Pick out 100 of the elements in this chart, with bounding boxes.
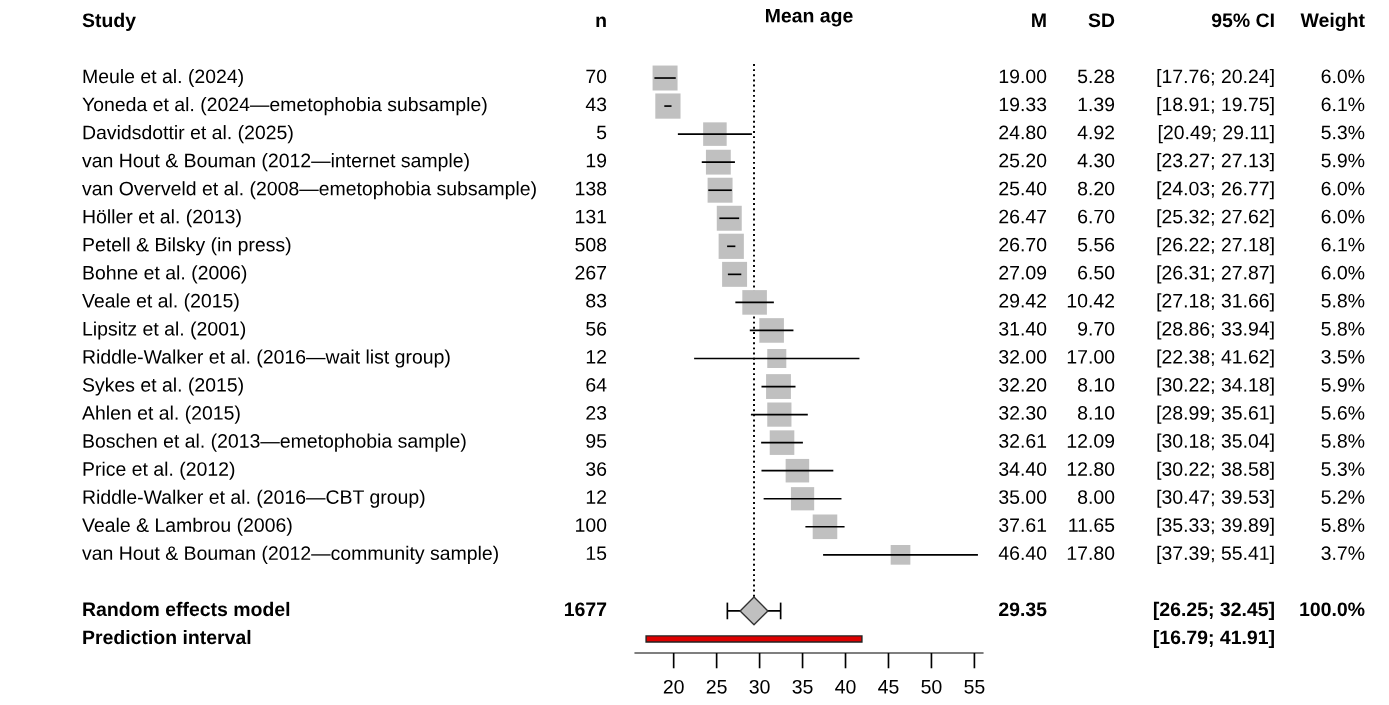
- x-tick-label: 25: [706, 679, 727, 694]
- y-tick-label: Petell & Bilsky (in press): [83, 237, 291, 256]
- text: 8.00: [1078, 490, 1115, 504]
- text: SD: [1088, 13, 1115, 28]
- text: 12.80: [1067, 462, 1115, 476]
- text: 26.47: [999, 209, 1047, 224]
- text: [30.47; 39.53]: [1157, 489, 1274, 508]
- text: 5.6%: [1321, 406, 1365, 420]
- x-tick-label: 50: [921, 679, 942, 694]
- text: [30.22; 38.58]: [1157, 461, 1274, 480]
- text: [26.25; 32.45]: [1153, 601, 1274, 620]
- text: 5.3%: [1321, 462, 1365, 476]
- text: [22.38; 41.62]: [1157, 349, 1274, 368]
- text: 26.70: [999, 237, 1047, 252]
- text: 5.8%: [1321, 434, 1365, 448]
- text: 8.20: [1078, 181, 1115, 196]
- text: 17.80: [1067, 546, 1115, 561]
- text: 1.39: [1078, 97, 1115, 112]
- text: 32.20: [999, 378, 1047, 392]
- text: 6.50: [1078, 265, 1115, 280]
- text: 6.70: [1078, 209, 1115, 224]
- text: 35.00: [999, 490, 1047, 504]
- text: [26.22; 27.18]: [1157, 237, 1274, 256]
- text: [35.33; 39.89]: [1157, 517, 1274, 536]
- y-tick-label: van Overveld et al. (2008—emetophobia subsample): [82, 181, 536, 200]
- text: 43: [585, 97, 607, 112]
- text: 17.00: [1067, 349, 1115, 364]
- text: 36: [586, 462, 607, 476]
- y-tick-label: Boschen et al. (2013—emetophobia sample): [83, 433, 466, 452]
- text: 27.09: [999, 265, 1047, 280]
- text: 10.42: [1067, 293, 1115, 308]
- y-tick-label: Davidsdottir et al. (2025): [83, 125, 293, 144]
- text: 267: [575, 265, 607, 280]
- text: 100.0%: [1300, 602, 1365, 617]
- y-tick-label: Lipsitz et al. (2001): [83, 321, 246, 340]
- text: 25.40: [999, 181, 1047, 196]
- text: 5.56: [1077, 237, 1115, 252]
- text: 32.00: [999, 349, 1047, 364]
- text: 9.70: [1078, 321, 1115, 336]
- text: 25.20: [999, 153, 1047, 168]
- x-tick-label: 40: [835, 679, 856, 694]
- text: 3.7%: [1321, 546, 1365, 561]
- text: 6.0%: [1321, 265, 1365, 280]
- text: 24.80: [999, 125, 1047, 140]
- text: [20.49; 29.11]: [1158, 125, 1274, 144]
- text: [17.76; 20.24]: [1157, 68, 1274, 88]
- text: 15: [586, 546, 607, 561]
- x-tick-label: 20: [663, 679, 684, 694]
- text: 83: [586, 293, 607, 308]
- y-tick-label: van Hout & Bouman (2012—internet sample): [82, 153, 469, 172]
- text: 6.0%: [1321, 209, 1365, 224]
- text: 8.10: [1078, 406, 1115, 420]
- y-tick-label: Prediction interval: [83, 629, 251, 645]
- text: 1677: [564, 602, 607, 617]
- y-tick-label: Random effects model: [83, 601, 290, 617]
- text: 29.35: [999, 602, 1047, 617]
- text: 131: [576, 209, 607, 224]
- text: 6.1%: [1321, 97, 1365, 112]
- text: [26.31; 27.87]: [1157, 265, 1274, 284]
- text: 32.30: [999, 406, 1047, 420]
- text: [23.27; 27.13]: [1157, 153, 1274, 172]
- text: 5.9%: [1321, 153, 1365, 168]
- text: 3.5%: [1321, 349, 1365, 364]
- text: 508: [575, 237, 607, 252]
- text: [28.99; 35.61]: [1157, 405, 1274, 424]
- y-tick-label: Bohne et al. (2006): [83, 265, 247, 284]
- text: 8.10: [1078, 378, 1115, 392]
- text: 31.40: [999, 321, 1047, 336]
- text: Weight: [1300, 12, 1365, 32]
- text: 64: [586, 378, 607, 392]
- text: 5.8%: [1321, 321, 1365, 336]
- y-tick-label: Price et al. (2012): [83, 461, 235, 480]
- text: 95: [586, 434, 607, 448]
- y-tick-label: Höller et al. (2013): [83, 209, 241, 228]
- x-tick-label: 45: [878, 680, 899, 694]
- text: 5.8%: [1321, 293, 1365, 308]
- text: 23: [586, 406, 607, 420]
- y-tick-label: Sykes et al. (2015): [82, 377, 243, 396]
- text: 5.2%: [1321, 490, 1365, 504]
- text: 4.30: [1077, 153, 1115, 168]
- text: 46.40: [998, 546, 1047, 561]
- text: 34.40: [999, 462, 1047, 476]
- text: [28.86; 33.94]: [1157, 321, 1274, 340]
- text: 5.3%: [1321, 125, 1365, 140]
- text: 29.42: [999, 293, 1047, 308]
- text: 11.65: [1069, 518, 1115, 533]
- text: 5.8%: [1321, 518, 1365, 533]
- text: 6.0%: [1321, 181, 1365, 196]
- y-tick-label: Riddle-Walker et al. (2016—wait list group): [83, 349, 450, 368]
- y-tick-label: Veale et al. (2015): [82, 293, 239, 312]
- text: 5.9%: [1321, 378, 1365, 392]
- text: 32.61: [999, 434, 1047, 448]
- text: [27.18; 31.66]: [1157, 293, 1274, 312]
- x-tick-label: 55: [964, 680, 985, 694]
- text: 12: [586, 490, 607, 504]
- text: [30.18; 35.04]: [1157, 433, 1274, 452]
- text: 12: [586, 349, 607, 364]
- text: 100: [576, 518, 607, 533]
- text: 56: [586, 321, 607, 336]
- y-tick-label: Yoneda et al. (2024—emetophobia subsample): [82, 97, 487, 116]
